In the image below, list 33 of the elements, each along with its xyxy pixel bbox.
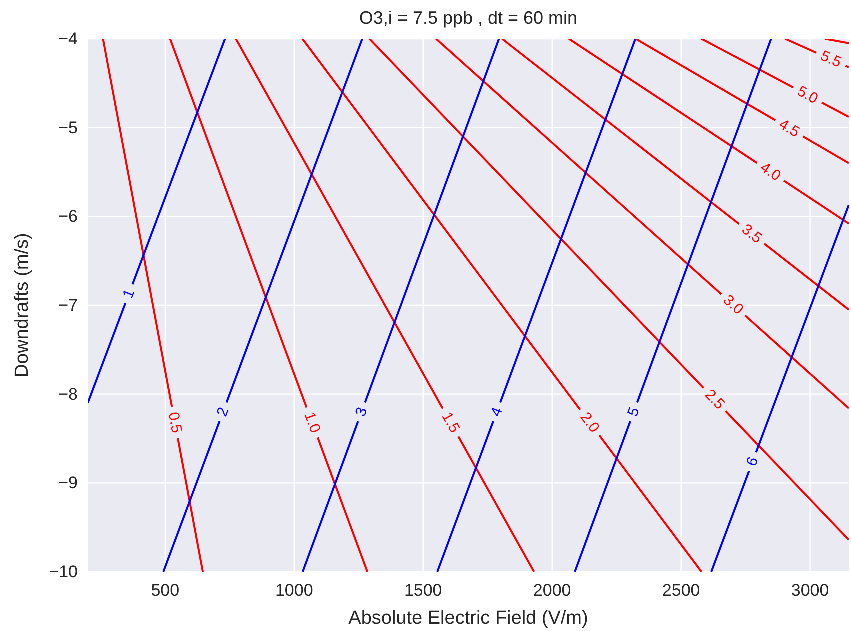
text: 5.0 — [794, 82, 821, 108]
y-tick-label: −7 — [58, 296, 78, 315]
x-tick-label: 1000 — [275, 581, 314, 600]
text: 4 — [488, 405, 506, 419]
y-tick-label: −5 — [58, 118, 78, 138]
text: 2 — [214, 405, 233, 419]
text: 5.5 — [818, 47, 844, 72]
x-tick-label: 500 — [151, 581, 180, 600]
y-axis-title: Downdrafts (m/s) — [12, 233, 33, 378]
text: 5 — [624, 405, 644, 419]
y-tick-label: −8 — [58, 384, 78, 404]
text: 3 — [352, 405, 372, 419]
x-tick-label: 1500 — [404, 581, 442, 600]
chart-title: O3,i = 7.5 ppb , dt = 60 min — [359, 8, 578, 28]
y-tick-label: −9 — [58, 474, 78, 493]
y-tick-label: −6 — [58, 207, 78, 226]
x-axis-title: Absolute Electric Field (V/m) — [348, 608, 588, 629]
text: 3.0 — [720, 292, 747, 318]
y-tick-label: −10 — [49, 562, 78, 582]
text: 2.5 — [701, 386, 728, 414]
text: 1 — [120, 287, 139, 301]
text: 6 — [743, 455, 762, 469]
y-tick-label: −4 — [58, 30, 78, 48]
text: 2.0 — [576, 409, 604, 436]
text: 4.0 — [757, 159, 784, 185]
x-tick-label: 2500 — [662, 581, 700, 600]
text: 4.5 — [776, 116, 803, 142]
text: 3.5 — [738, 220, 766, 248]
text: 0.5 — [164, 410, 186, 435]
x-tick-label: 3000 — [791, 581, 830, 600]
x-tick-label: 2000 — [533, 581, 572, 600]
text: 1.0 — [300, 410, 324, 436]
text: 1.5 — [438, 410, 464, 436]
